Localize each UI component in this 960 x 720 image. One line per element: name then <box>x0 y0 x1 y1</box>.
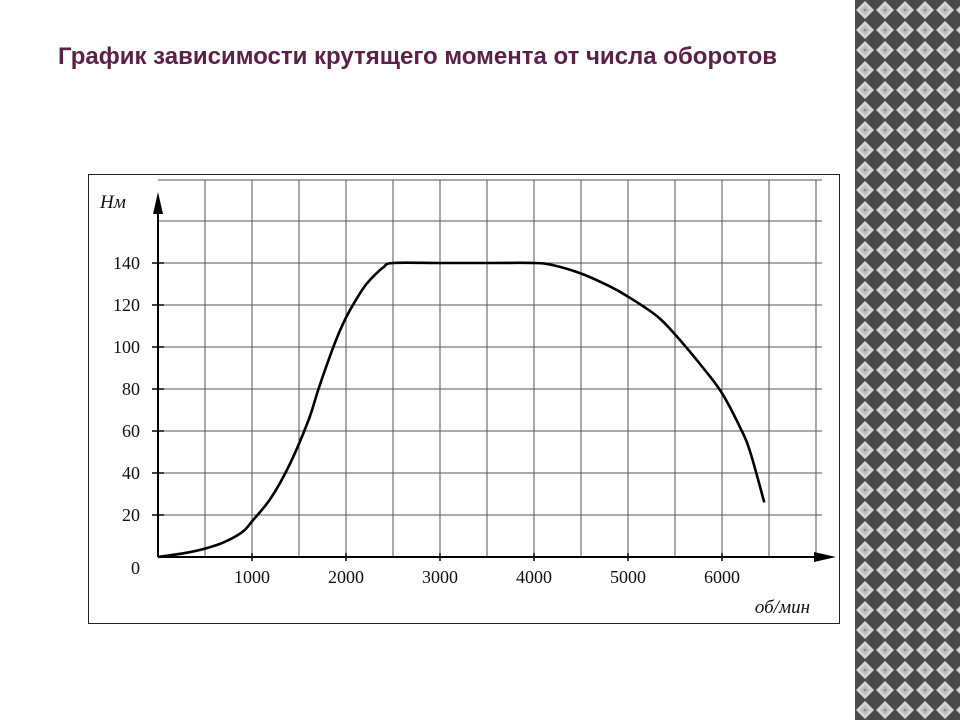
x-tick-label: 2000 <box>328 567 364 587</box>
origin-label: 0 <box>131 558 140 578</box>
y-tick-label: 80 <box>122 379 140 399</box>
chart-grid <box>158 179 822 557</box>
chart-axes <box>153 192 836 562</box>
y-tick-label: 20 <box>122 505 140 525</box>
chart-ticks: 1000 2000 3000 4000 5000 6000 20 40 60 80 100 120 14… <box>113 253 740 587</box>
x-tick-label: 4000 <box>516 567 552 587</box>
x-axis-arrow <box>814 552 836 562</box>
chart-series <box>157 261 766 559</box>
y-tick-label: 120 <box>113 295 140 315</box>
x-axis-label: об/мин <box>755 597 810 618</box>
x-tick-label: 1000 <box>234 567 270 587</box>
y-tick-label: 60 <box>122 421 140 441</box>
y-tick-label: 100 <box>113 337 140 357</box>
y-tick-label: 140 <box>113 253 140 273</box>
torque-chart: 1000 2000 3000 4000 5000 6000 20 40 60 80 100 120 14… <box>88 174 840 624</box>
y-axis-arrow <box>153 192 163 214</box>
x-tick-label: 3000 <box>422 567 458 587</box>
x-tick-label: 6000 <box>704 567 740 587</box>
torque-curve <box>157 261 766 559</box>
y-axis-label: Нм <box>99 192 126 213</box>
decorative-pattern-strip <box>855 0 960 720</box>
x-tick-label: 5000 <box>610 567 646 587</box>
slide-title: График зависимости крутящего момента от … <box>58 43 778 70</box>
y-tick-label: 40 <box>122 463 140 483</box>
